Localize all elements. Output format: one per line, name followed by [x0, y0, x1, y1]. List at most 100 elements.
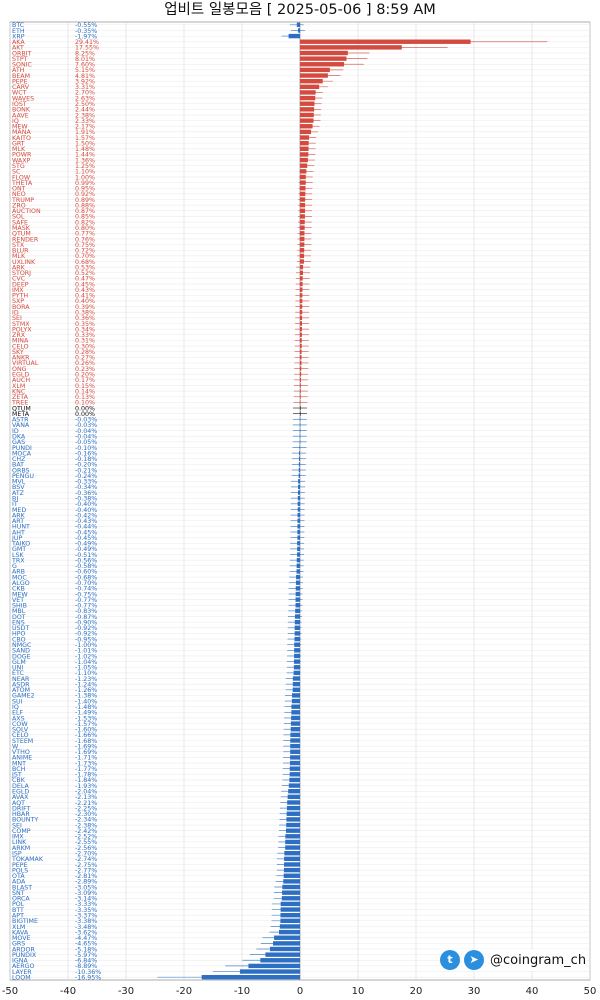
change-label: -3.33%	[75, 901, 97, 908]
change-label: 1.25%	[75, 163, 95, 170]
coin-label: PENGU	[12, 473, 34, 480]
coin-label: ORBIT	[12, 50, 32, 57]
twitter-icon[interactable]: t	[440, 950, 460, 970]
change-label: 1.44%	[75, 152, 95, 159]
change-label: -1.10%	[75, 670, 97, 677]
coin-label: FLOW	[12, 174, 31, 181]
coin-label: MLK	[12, 253, 26, 260]
coin-label: ADA	[12, 879, 26, 886]
coin-label: STG	[12, 163, 25, 170]
change-label: -0.04%	[75, 428, 97, 435]
change-label: -2.70%	[75, 851, 97, 858]
change-label: -0.83%	[75, 608, 97, 615]
coin-label: ATH	[12, 67, 25, 74]
bar	[269, 946, 300, 952]
coin-label: COW	[12, 721, 28, 728]
change-label: -2.77%	[75, 867, 97, 874]
change-label: 0.00%	[75, 411, 95, 418]
coin-label: DKA	[12, 433, 26, 440]
coin-label: ARDOR	[12, 946, 35, 953]
change-label: 1.48%	[75, 146, 95, 153]
change-label: -0.75%	[75, 591, 97, 598]
coin-label: SAFE	[12, 219, 28, 226]
coin-label: IMX	[12, 834, 24, 841]
coin-label: BTT	[12, 907, 24, 914]
x-tick-label: 40	[526, 986, 539, 997]
change-label: 0.68%	[75, 259, 95, 266]
coin-label: ZRO	[12, 202, 26, 209]
change-label: -1.73%	[75, 760, 97, 767]
coin-label: IGNA	[12, 958, 28, 965]
change-label: 0.88%	[75, 202, 95, 209]
coin-label: ONG	[12, 366, 27, 373]
coin-label: VANA	[12, 422, 30, 429]
bar	[279, 929, 300, 935]
change-label: -0.36%	[75, 490, 97, 497]
bar	[300, 67, 330, 73]
coin-label: SEI	[12, 822, 22, 829]
coin-label: AUCH	[12, 377, 30, 384]
coin-label: MEW	[12, 124, 28, 131]
change-label: -0.42%	[75, 512, 97, 519]
change-label: -1.49%	[75, 710, 97, 717]
coin-label: ENS	[12, 619, 25, 626]
change-label: -0.20%	[75, 462, 97, 469]
coin-label: IOST	[12, 101, 27, 108]
coin-label: VET	[12, 597, 24, 604]
coin-label: LOOM	[12, 974, 31, 981]
coin-label: TRUMP	[11, 197, 34, 204]
change-label: -0.03%	[75, 422, 97, 429]
coin-label: SKY	[12, 349, 24, 356]
coin-label: IQ	[12, 118, 19, 125]
bar	[239, 969, 300, 974]
change-label: -1.53%	[75, 715, 97, 722]
change-label: -2.25%	[75, 805, 97, 812]
bar	[279, 924, 300, 929]
change-label: 1.57%	[75, 135, 95, 142]
coin-label: CELO	[12, 732, 29, 739]
coin-label: AERGO	[12, 963, 35, 970]
coin-label: ISP	[12, 851, 22, 858]
coin-label: BTC	[12, 22, 25, 29]
change-label: -0.05%	[75, 439, 97, 446]
change-label: -2.13%	[75, 794, 97, 801]
change-label: 29.41%	[75, 39, 99, 46]
coin-label: ORBS	[12, 467, 30, 474]
x-tick-label: -20	[176, 986, 192, 997]
coin-label: CARV	[12, 84, 30, 91]
change-label: -0.16%	[75, 450, 97, 457]
coin-label: SOLV	[12, 727, 29, 734]
coin-label: ASTR	[12, 417, 29, 424]
coin-label: AQT	[12, 800, 25, 807]
telegram-icon[interactable]: ➤	[464, 950, 484, 970]
change-label: 0.39%	[75, 304, 95, 311]
change-label: 0.33%	[75, 332, 95, 339]
change-label: 0.36%	[75, 315, 95, 322]
coin-label: W	[12, 743, 19, 750]
change-label: -0.92%	[75, 625, 97, 632]
change-label: -2.55%	[75, 839, 97, 846]
coin-label: MEW	[12, 591, 28, 598]
x-tick-label: 30	[468, 986, 481, 997]
bar	[282, 884, 300, 890]
coin-label: IMX	[12, 287, 24, 294]
coin-label: SC	[12, 169, 21, 176]
change-label: -1.00%	[75, 642, 97, 649]
change-label: 2.44%	[75, 107, 95, 114]
coin-label: DOT	[12, 614, 26, 621]
coin-label: CBO	[12, 636, 26, 643]
change-label: 0.14%	[75, 388, 95, 395]
bar	[274, 935, 300, 940]
bar	[284, 856, 300, 862]
change-label: 0.76%	[75, 236, 95, 243]
coin-label: MVL	[12, 479, 26, 486]
change-label: -1.26%	[75, 687, 97, 694]
change-label: -0.49%	[75, 546, 97, 553]
change-label: -8.89%	[75, 963, 97, 970]
coin-label: EGLD	[12, 789, 29, 796]
bar	[285, 834, 300, 839]
change-label: 0.17%	[75, 377, 95, 384]
change-label: -1.23%	[75, 676, 97, 683]
bar	[280, 901, 300, 907]
change-label: -0.77%	[75, 597, 97, 604]
